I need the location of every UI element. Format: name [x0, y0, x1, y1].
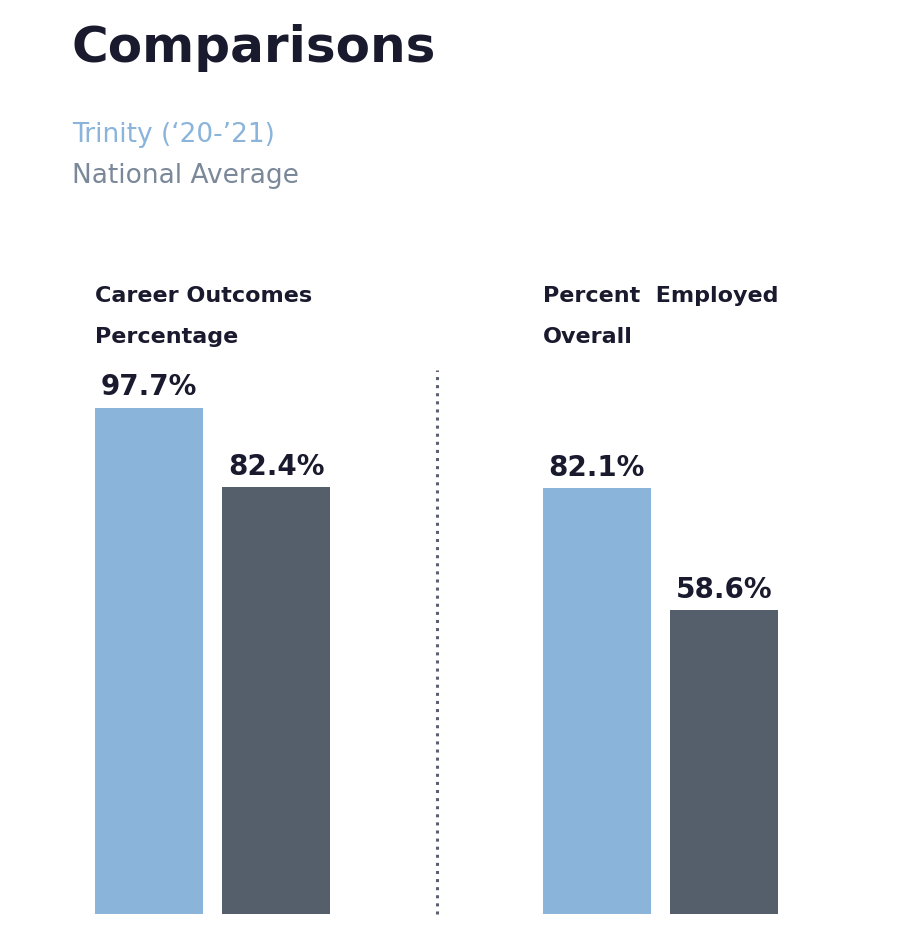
Text: Percent  Employed: Percent Employed: [543, 286, 778, 306]
Text: Overall: Overall: [543, 327, 633, 347]
Text: 82.1%: 82.1%: [548, 454, 644, 482]
Text: Career Outcomes: Career Outcomes: [95, 286, 312, 306]
Text: 58.6%: 58.6%: [676, 576, 772, 604]
Text: Percentage: Percentage: [95, 327, 238, 347]
Bar: [222, 487, 330, 914]
Text: Comparisons: Comparisons: [72, 24, 436, 72]
Text: National Average: National Average: [72, 163, 299, 189]
Bar: [543, 488, 651, 914]
Text: 97.7%: 97.7%: [101, 373, 197, 401]
Text: Trinity (‘20-’21): Trinity (‘20-’21): [72, 122, 274, 149]
Bar: [95, 408, 203, 914]
Bar: [670, 610, 778, 914]
Text: 82.4%: 82.4%: [229, 452, 325, 480]
